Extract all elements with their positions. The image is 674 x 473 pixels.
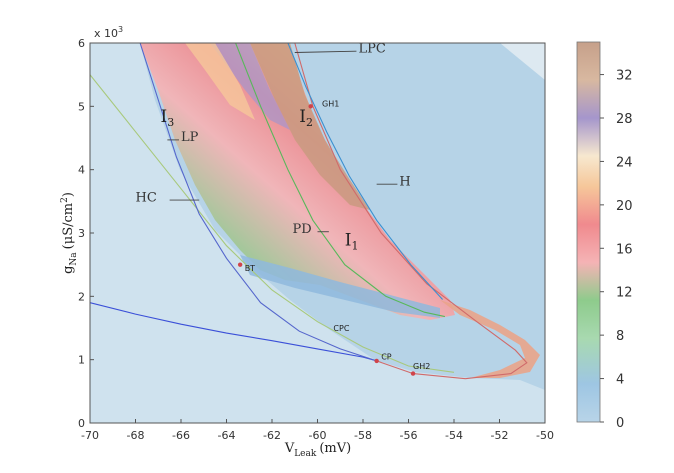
point-gh2 — [410, 371, 416, 376]
colorbar-tick-label: 32 — [616, 69, 633, 84]
annotation-hc: HC — [136, 190, 157, 205]
curve-lp — [139, 43, 377, 362]
colorbar-tick-label: 16 — [616, 242, 633, 257]
annotation-gh1: GH1 — [322, 99, 339, 108]
annotation-bt: BT — [245, 264, 255, 273]
y-tick-label: 0 — [78, 417, 85, 430]
y-tick-label: 1 — [78, 354, 85, 367]
x-tick-label: -66 — [172, 429, 190, 442]
annotation-text: CP — [381, 353, 392, 362]
region-inner-blue — [240, 255, 440, 318]
region-orange — [185, 43, 255, 120]
annotation-text: CPC — [333, 324, 349, 333]
annotation-text: GH2 — [413, 362, 430, 371]
annotation-subscript: 3 — [167, 116, 174, 129]
annotation-text: I — [161, 107, 168, 127]
region-pale-strip — [500, 43, 545, 80]
annotation-lp: LP — [181, 130, 199, 145]
curves-layer — [90, 43, 528, 380]
x-axis-label-sub: Leak — [294, 449, 317, 459]
y-axis-label-unit-sup: 2 — [60, 197, 70, 203]
curve-hc — [90, 74, 455, 373]
x-tick-label: -56 — [400, 429, 418, 442]
curve-h — [294, 43, 528, 380]
colorbar-ticks: 0 4 8 12 16 20 24 28 32 — [600, 69, 633, 431]
y-axis-label: gNa (μS/cm2) — [60, 192, 79, 274]
x-tick-label: -58 — [354, 429, 372, 442]
annotation-text: I — [299, 107, 306, 127]
annotation-lpc: LPC — [358, 42, 385, 57]
y-axis-ticks: 0 1 2 3 4 5 6 — [78, 37, 94, 430]
point-gh1 — [308, 104, 313, 109]
y-tick-label: 6 — [78, 37, 85, 50]
annotation-gh2: GH2 — [413, 362, 430, 371]
colorbar-tick-label: 4 — [616, 373, 624, 388]
annotation-text: I — [345, 231, 352, 251]
annotation-i3: I3 — [161, 107, 175, 129]
colorbar-tick-label: 20 — [616, 199, 633, 214]
annotation-cpc: CPC — [333, 324, 349, 333]
annotation-text: BT — [245, 264, 255, 273]
annotation-subscript: 2 — [306, 116, 313, 129]
y-tick-label: 3 — [78, 227, 85, 240]
annotation-text: PD — [292, 222, 311, 237]
region-tail — [440, 300, 540, 378]
y-tick-label: 2 — [78, 290, 85, 303]
curve-pd — [235, 43, 446, 318]
annotation-arrow — [294, 50, 357, 53]
y-multiplier-base: x 10 — [94, 27, 118, 40]
annotation-pd: PD — [292, 222, 311, 237]
x-tick-label: -64 — [218, 429, 236, 442]
annotation-h: H — [399, 175, 410, 190]
curve-lpc — [287, 43, 444, 300]
y-multiplier-exp: 3 — [118, 25, 123, 34]
x-axis-ticks: -70 -68 -66 -64 -62 -60 -58 -56 -54 -52 -50 — [81, 419, 554, 442]
region-bands — [140, 43, 455, 320]
points-layer — [237, 104, 416, 376]
annotation-text: LP — [181, 130, 199, 145]
annotation-text: GH1 — [322, 99, 339, 108]
colorbar-tick-label: 0 — [616, 416, 624, 431]
annotation-text: HC — [136, 190, 157, 205]
x-tick-label: -62 — [263, 429, 281, 442]
x-axis-label-unit: (mV) — [319, 441, 351, 456]
annotation-cp: CP — [381, 353, 392, 362]
y-axis-label-main: g — [61, 266, 76, 274]
x-tick-label: -60 — [309, 429, 327, 442]
y-axis-label-sub: Na — [69, 252, 79, 266]
colorbar-tick-label: 24 — [616, 155, 633, 170]
x-tick-label: -52 — [491, 429, 509, 442]
point-bt — [237, 262, 243, 267]
annotation-text: H — [399, 175, 410, 190]
colorbar-tick-label: 8 — [616, 329, 624, 344]
y-axis-label-unit-pre: (μS/cm — [61, 203, 76, 249]
colorbar-tick-label: 28 — [616, 112, 633, 127]
x-tick-label: -54 — [445, 429, 463, 442]
annotation-i1: I1 — [345, 231, 359, 253]
y-multiplier: x 103 — [94, 25, 123, 40]
x-tick-label: -68 — [127, 429, 145, 442]
region-purple — [210, 43, 290, 130]
y-tick-label: 4 — [78, 164, 85, 177]
point-cp — [374, 358, 379, 364]
x-tick-label: -50 — [536, 429, 554, 442]
y-tick-label: 5 — [78, 100, 85, 113]
x-axis-label: VLeak (mV) — [284, 441, 351, 459]
colorbar-tick-label: 12 — [616, 286, 633, 301]
colorbar — [576, 41, 601, 423]
annotation-text: LPC — [358, 42, 385, 57]
annotation-i2: I2 — [299, 107, 313, 129]
annotation-subscript: 1 — [352, 240, 359, 253]
x-axis-label-main: V — [284, 441, 295, 456]
x-tick-label: -70 — [81, 429, 99, 442]
curve-cpc — [90, 302, 377, 362]
y-axis-label-unit-post: ) — [61, 192, 76, 197]
